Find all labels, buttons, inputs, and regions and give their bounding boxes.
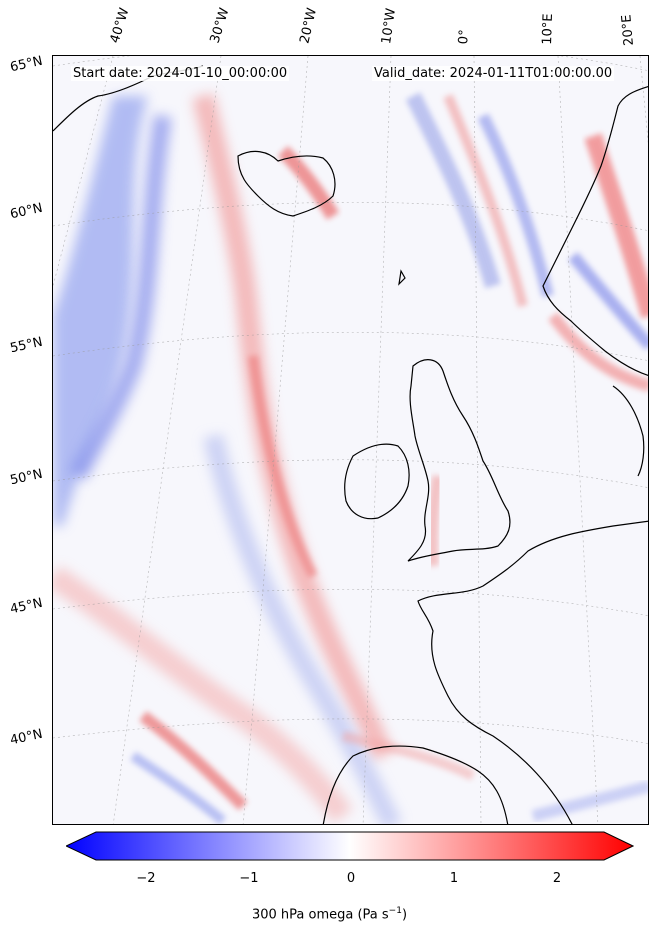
graticule (53, 56, 648, 824)
colorbar-label: 300 hPa omega (Pa s−1) (0, 906, 659, 922)
lon-label-20e: 20°E (619, 13, 637, 47)
iceland-coast (237, 150, 336, 217)
lat-label-40n: 40°N (8, 726, 44, 749)
britain-coast (407, 359, 511, 562)
colorbar-label-exponent: −1 (388, 906, 402, 916)
omega-map (52, 55, 649, 825)
lon-label-10w: 10°W (379, 7, 399, 45)
france-coast (417, 520, 648, 824)
colorbar (66, 831, 634, 861)
norway-coast (542, 85, 648, 376)
colorbar-gradient (66, 831, 634, 861)
omega-field (53, 92, 648, 824)
faroe-coast (398, 269, 406, 286)
lon-label-40w: 40°W (107, 6, 133, 45)
colorbar-tick-neg1: −1 (239, 871, 259, 886)
denmark-coast (612, 385, 645, 477)
lat-label-65n: 65°N (8, 53, 44, 76)
lat-label-60n: 60°N (8, 200, 44, 223)
valid-date-label: Valid_date: 2024-01-11T01:00:00.00 (372, 66, 615, 81)
colorbar-label-prefix: 300 hPa omega (Pa s (251, 907, 389, 923)
colorbar-label-suffix: ) (401, 907, 408, 923)
coastlines (53, 65, 648, 824)
map-canvas (53, 56, 648, 824)
lat-label-50n: 50°N (8, 466, 44, 489)
lat-label-55n: 55°N (8, 334, 44, 357)
start-date-label: Start date: 2024-01-10_00:00:00 (71, 66, 290, 81)
ireland-coast (344, 443, 410, 520)
colorbar-tick-1: 1 (449, 871, 459, 886)
lat-label-45n: 45°N (8, 595, 44, 618)
colorbar-tick-neg2: −2 (136, 871, 156, 886)
colorbar-tick-0: 0 (346, 871, 356, 886)
lon-label-30w: 30°W (207, 6, 233, 45)
iberia-coast (322, 745, 509, 824)
lon-label-10e: 10°E (540, 13, 557, 45)
lon-label-0: 0° (456, 28, 473, 45)
colorbar-tick-2: 2 (552, 871, 562, 886)
lon-label-20w: 20°W (297, 6, 321, 45)
